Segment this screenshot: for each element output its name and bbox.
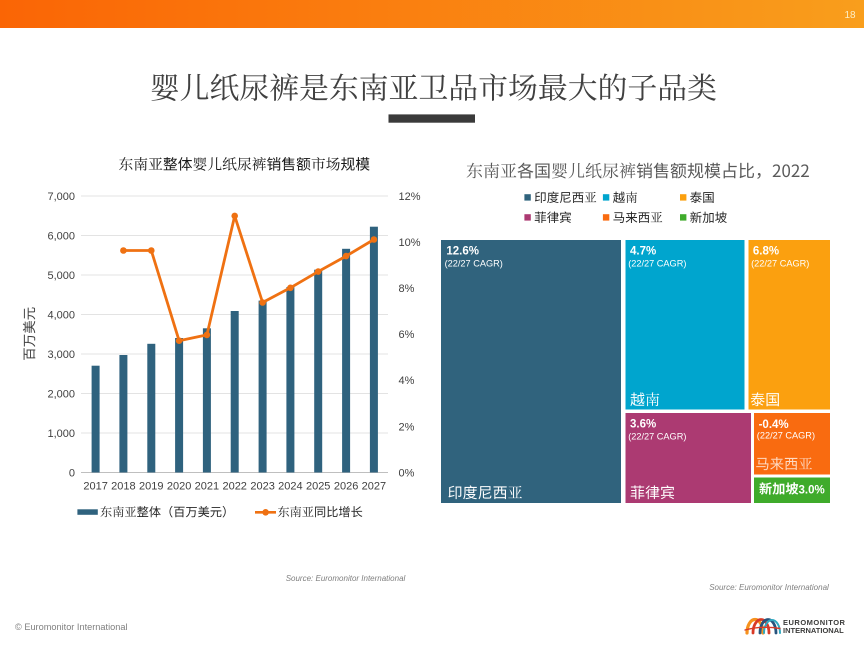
svg-text:2022: 2022: [222, 481, 246, 493]
svg-text:INTERNATIONAL: INTERNATIONAL: [783, 626, 844, 635]
svg-text:0%: 0%: [399, 467, 415, 479]
svg-text:(22/27 CAGR): (22/27 CAGR): [757, 431, 815, 441]
svg-text:10%: 10%: [399, 237, 421, 249]
svg-text:3,000: 3,000: [47, 349, 75, 361]
svg-text:4.7%: 4.7%: [630, 246, 656, 258]
svg-text:2021: 2021: [195, 481, 219, 493]
svg-text:8%: 8%: [399, 283, 415, 295]
svg-text:2017: 2017: [83, 481, 107, 493]
svg-text:7,000: 7,000: [47, 191, 75, 203]
svg-text:5,000: 5,000: [47, 270, 75, 282]
svg-text:EUROMONITOR: EUROMONITOR: [783, 618, 846, 627]
svg-text:-0.4%: -0.4%: [759, 419, 789, 431]
svg-text:2018: 2018: [111, 481, 135, 493]
svg-text:2027: 2027: [362, 481, 386, 493]
svg-text:2023: 2023: [250, 481, 274, 493]
svg-text:1,000: 1,000: [47, 428, 75, 440]
svg-text:2,000: 2,000: [47, 388, 75, 400]
svg-text:18: 18: [844, 10, 856, 21]
svg-text:2026: 2026: [334, 481, 358, 493]
svg-text:12%: 12%: [399, 191, 421, 203]
svg-text:4%: 4%: [399, 375, 415, 387]
svg-text:2025: 2025: [306, 481, 330, 493]
svg-text:(22/27 CAGR): (22/27 CAGR): [751, 259, 809, 269]
svg-text:3.0%: 3.0%: [799, 485, 825, 497]
svg-text:0: 0: [69, 467, 75, 479]
svg-text:3.6%: 3.6%: [630, 419, 656, 431]
svg-text:6%: 6%: [399, 329, 415, 341]
svg-text:12.6%: 12.6%: [446, 246, 479, 258]
svg-text:© Euromonitor International: © Euromonitor International: [15, 622, 127, 632]
svg-text:2019: 2019: [139, 481, 163, 493]
svg-text:Source: Euromonitor Internatio: Source: Euromonitor International: [709, 583, 829, 592]
svg-text:Source: Euromonitor Internatio: Source: Euromonitor International: [286, 574, 406, 583]
svg-text:6.8%: 6.8%: [753, 246, 779, 258]
svg-text:(22/27 CAGR): (22/27 CAGR): [628, 432, 686, 442]
svg-text:2024: 2024: [278, 481, 302, 493]
svg-text:2%: 2%: [399, 421, 415, 433]
svg-text:(22/27 CAGR): (22/27 CAGR): [628, 259, 686, 269]
svg-text:4,000: 4,000: [47, 309, 75, 321]
svg-text:2020: 2020: [167, 481, 191, 493]
svg-text:6,000: 6,000: [47, 230, 75, 242]
svg-text:(22/27 CAGR): (22/27 CAGR): [445, 259, 503, 269]
